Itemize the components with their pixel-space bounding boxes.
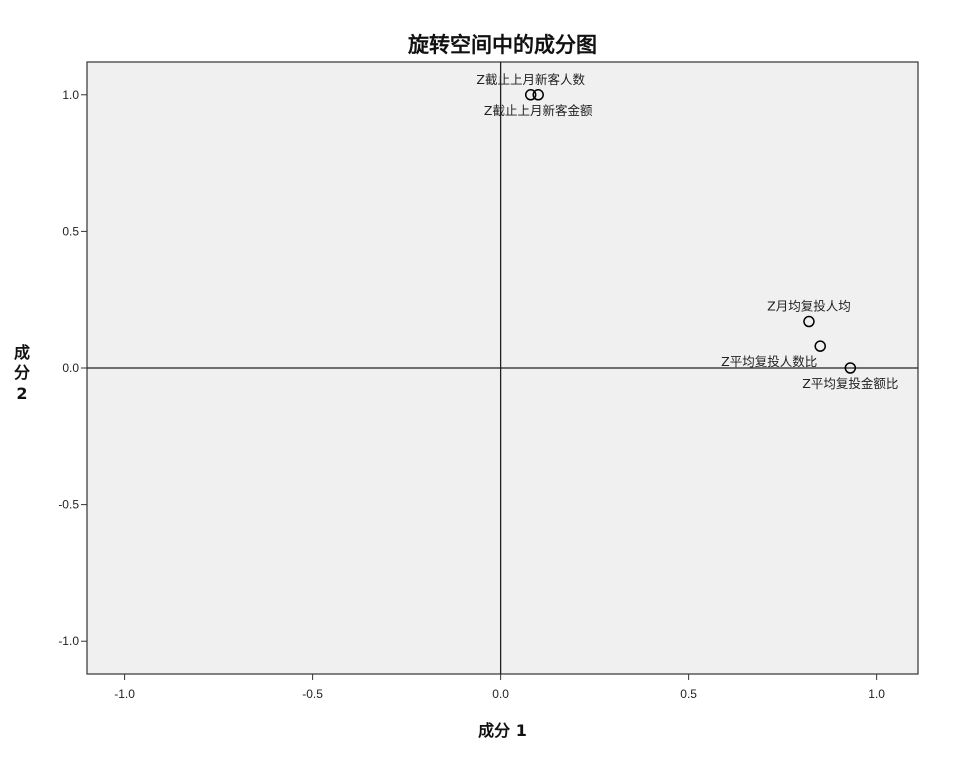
y-tick-label: 0.0 bbox=[62, 361, 79, 375]
data-point-label: Z平均复投人数比 bbox=[721, 354, 817, 369]
y-axis-label: 成分 2 bbox=[14, 343, 30, 403]
y-tick-label: -0.5 bbox=[58, 498, 79, 512]
data-point bbox=[532, 89, 544, 101]
data-point-label: Z截止上月新客金额 bbox=[484, 103, 593, 118]
x-axis-ticks: -1.0 -0.5 0.0 0.5 1.0 bbox=[114, 674, 885, 701]
x-tick-label: 0.0 bbox=[492, 687, 509, 701]
y-axis-label-part: 成 bbox=[14, 343, 30, 362]
y-axis-label-part: 2 bbox=[16, 384, 27, 403]
data-point bbox=[803, 315, 815, 328]
y-axis-ticks: 1.0 0.5 0.0 -0.5 -1.0 bbox=[58, 88, 87, 648]
data-point-label: Z平均复投金额比 bbox=[802, 376, 898, 391]
x-tick-label: 1.0 bbox=[868, 687, 885, 701]
x-tick-label: -0.5 bbox=[302, 687, 323, 701]
y-tick-label: 1.0 bbox=[62, 88, 79, 102]
data-point bbox=[844, 362, 857, 374]
y-tick-label: -1.0 bbox=[58, 634, 79, 648]
x-tick-label: -1.0 bbox=[114, 687, 135, 701]
x-axis-label: 成分 1 bbox=[478, 721, 527, 740]
x-tick-label: 0.5 bbox=[680, 687, 697, 701]
data-point-label: Z截止上月新客人数 bbox=[476, 72, 585, 87]
data-points: Z截止上月新客人数 Z截止上月新客金额 Z月均复投人均 Z平均复投人数比 Z平均复投金额… bbox=[476, 72, 898, 391]
data-point bbox=[524, 89, 537, 101]
chart-title: 旋转空间中的成分图 bbox=[407, 32, 597, 57]
data-point-label: Z月均复投人均 bbox=[767, 299, 851, 314]
data-point bbox=[814, 340, 826, 352]
y-axis-label-part: 分 bbox=[14, 363, 30, 382]
y-tick-label: 0.5 bbox=[62, 224, 79, 238]
